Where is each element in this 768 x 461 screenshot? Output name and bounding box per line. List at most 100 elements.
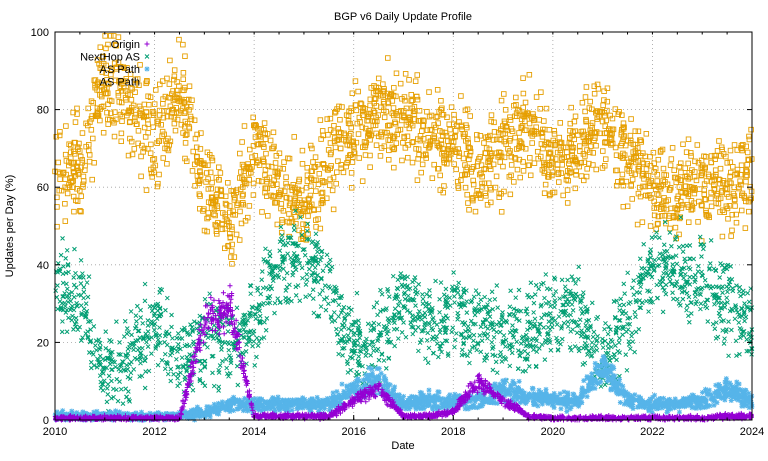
data-point bbox=[452, 112, 457, 117]
data-point bbox=[210, 371, 214, 375]
data-point bbox=[675, 262, 679, 266]
data-point bbox=[142, 102, 147, 107]
data-point bbox=[744, 179, 749, 184]
data-point bbox=[655, 230, 659, 234]
data-point bbox=[263, 137, 268, 142]
data-point bbox=[628, 300, 632, 304]
data-point bbox=[514, 296, 518, 300]
data-point bbox=[256, 286, 260, 290]
data-point bbox=[91, 100, 96, 105]
data-point bbox=[734, 220, 739, 225]
data-point bbox=[212, 384, 216, 388]
data-point bbox=[324, 308, 328, 312]
data-point bbox=[664, 292, 668, 296]
data-point bbox=[677, 164, 682, 169]
data-point bbox=[172, 372, 176, 376]
data-point bbox=[681, 297, 685, 301]
data-point bbox=[353, 79, 358, 84]
data-point bbox=[508, 364, 512, 368]
data-point bbox=[423, 315, 427, 319]
data-point bbox=[584, 323, 588, 327]
data-point bbox=[333, 145, 338, 150]
data-point bbox=[743, 226, 748, 231]
data-point bbox=[737, 289, 741, 293]
data-point bbox=[453, 128, 458, 133]
data-point bbox=[139, 174, 144, 179]
data-point bbox=[176, 332, 180, 336]
data-point bbox=[98, 45, 103, 50]
data-point bbox=[281, 239, 285, 243]
data-point bbox=[255, 336, 259, 340]
data-point bbox=[321, 288, 325, 292]
data-point bbox=[178, 381, 182, 385]
data-point bbox=[696, 264, 700, 268]
data-point bbox=[395, 327, 399, 331]
data-point bbox=[518, 175, 523, 180]
data-point bbox=[72, 283, 76, 287]
data-point bbox=[98, 93, 103, 98]
data-point bbox=[683, 257, 687, 261]
data-point bbox=[542, 296, 546, 300]
data-point bbox=[72, 295, 76, 299]
data-point bbox=[112, 134, 117, 139]
data-point bbox=[350, 91, 355, 96]
data-point bbox=[745, 162, 750, 167]
data-point bbox=[89, 366, 93, 370]
data-point bbox=[383, 379, 388, 384]
data-point bbox=[577, 265, 581, 269]
data-point bbox=[510, 351, 514, 355]
data-point bbox=[513, 114, 518, 119]
data-point bbox=[447, 122, 452, 127]
data-point bbox=[629, 183, 634, 188]
data-point bbox=[132, 147, 137, 152]
data-point bbox=[438, 310, 442, 314]
data-point bbox=[459, 94, 464, 99]
data-point bbox=[402, 136, 407, 141]
data-point bbox=[187, 84, 192, 89]
data-point bbox=[355, 291, 359, 295]
data-point bbox=[526, 352, 530, 356]
data-point bbox=[120, 119, 125, 124]
data-point bbox=[563, 285, 567, 289]
data-point bbox=[450, 330, 454, 334]
data-point bbox=[183, 156, 188, 161]
data-point bbox=[308, 143, 313, 148]
data-point bbox=[317, 171, 322, 176]
data-point bbox=[718, 275, 722, 279]
data-point bbox=[148, 305, 152, 309]
data-point bbox=[396, 278, 400, 282]
data-point bbox=[650, 236, 654, 240]
data-point bbox=[287, 212, 292, 217]
data-point bbox=[341, 389, 346, 394]
data-point bbox=[146, 319, 150, 323]
data-point bbox=[442, 319, 446, 323]
data-point bbox=[132, 367, 136, 371]
data-point bbox=[639, 285, 643, 289]
data-point bbox=[402, 320, 406, 324]
data-point bbox=[720, 234, 725, 239]
data-point bbox=[581, 291, 585, 295]
data-point bbox=[471, 339, 475, 343]
data-point bbox=[262, 121, 267, 126]
data-point bbox=[86, 106, 91, 111]
data-point bbox=[451, 326, 455, 330]
data-point bbox=[634, 330, 638, 334]
data-point bbox=[92, 160, 97, 165]
data-point bbox=[642, 242, 646, 246]
data-point bbox=[634, 315, 638, 319]
data-point bbox=[240, 140, 245, 145]
data-point bbox=[146, 329, 150, 333]
data-point bbox=[179, 371, 183, 375]
data-point bbox=[415, 73, 420, 78]
data-point bbox=[534, 283, 538, 287]
data-point bbox=[594, 317, 598, 321]
data-point bbox=[141, 150, 146, 155]
data-point bbox=[297, 400, 302, 405]
data-point bbox=[400, 330, 404, 334]
data-point bbox=[102, 379, 106, 383]
data-point bbox=[325, 253, 329, 257]
data-point bbox=[79, 194, 84, 199]
data-point bbox=[264, 286, 268, 290]
data-point bbox=[326, 133, 331, 138]
data-point bbox=[157, 172, 162, 177]
